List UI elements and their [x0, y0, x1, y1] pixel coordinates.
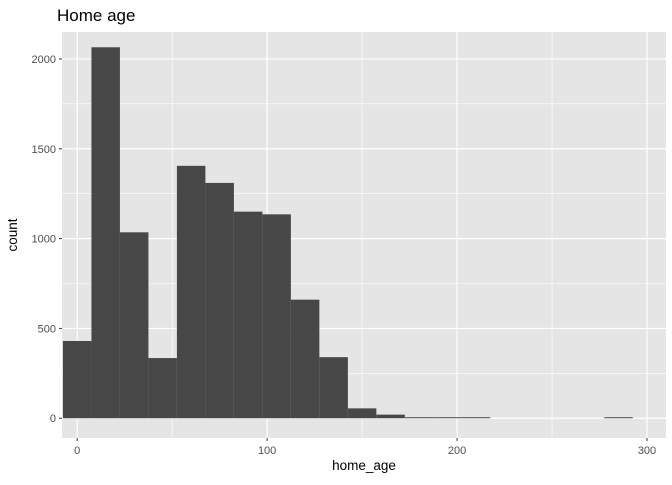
histogram-bar — [233, 211, 263, 419]
histogram-bars — [62, 47, 633, 419]
histogram-bar — [91, 47, 120, 419]
y-axis: 0 500 1000 1500 2000 — [32, 54, 62, 425]
x-tick-label: 300 — [638, 445, 656, 457]
y-tick-label: 500 — [38, 323, 56, 335]
histogram-bar — [461, 417, 491, 419]
x-tick-label: 200 — [448, 445, 466, 457]
histogram-bar — [433, 417, 462, 419]
y-tick-label: 1500 — [32, 144, 56, 156]
y-tick-label: 0 — [50, 413, 56, 425]
x-axis: 0 100 200 300 — [74, 438, 656, 457]
histogram-bar — [62, 340, 92, 419]
histogram-bar — [347, 408, 377, 419]
major-gridlines — [62, 32, 666, 438]
histogram-bar — [290, 299, 320, 419]
histogram-bar — [262, 214, 291, 419]
x-tick-label: 0 — [74, 445, 80, 457]
chart-title: Home age — [57, 6, 135, 25]
histogram-bar — [205, 182, 234, 419]
histogram-bar — [404, 417, 434, 419]
histogram-bar — [604, 417, 633, 419]
y-tick-label: 1000 — [32, 234, 56, 246]
y-tick-label: 2000 — [32, 54, 56, 66]
histogram-bar — [176, 165, 206, 419]
histogram-bar — [148, 358, 177, 419]
histogram-bar — [319, 357, 348, 419]
histogram-bar — [376, 414, 405, 419]
x-tick-label: 100 — [258, 445, 276, 457]
x-axis-title: home_age — [332, 458, 396, 473]
y-axis-title: count — [5, 218, 20, 251]
histogram-bar — [119, 232, 149, 419]
